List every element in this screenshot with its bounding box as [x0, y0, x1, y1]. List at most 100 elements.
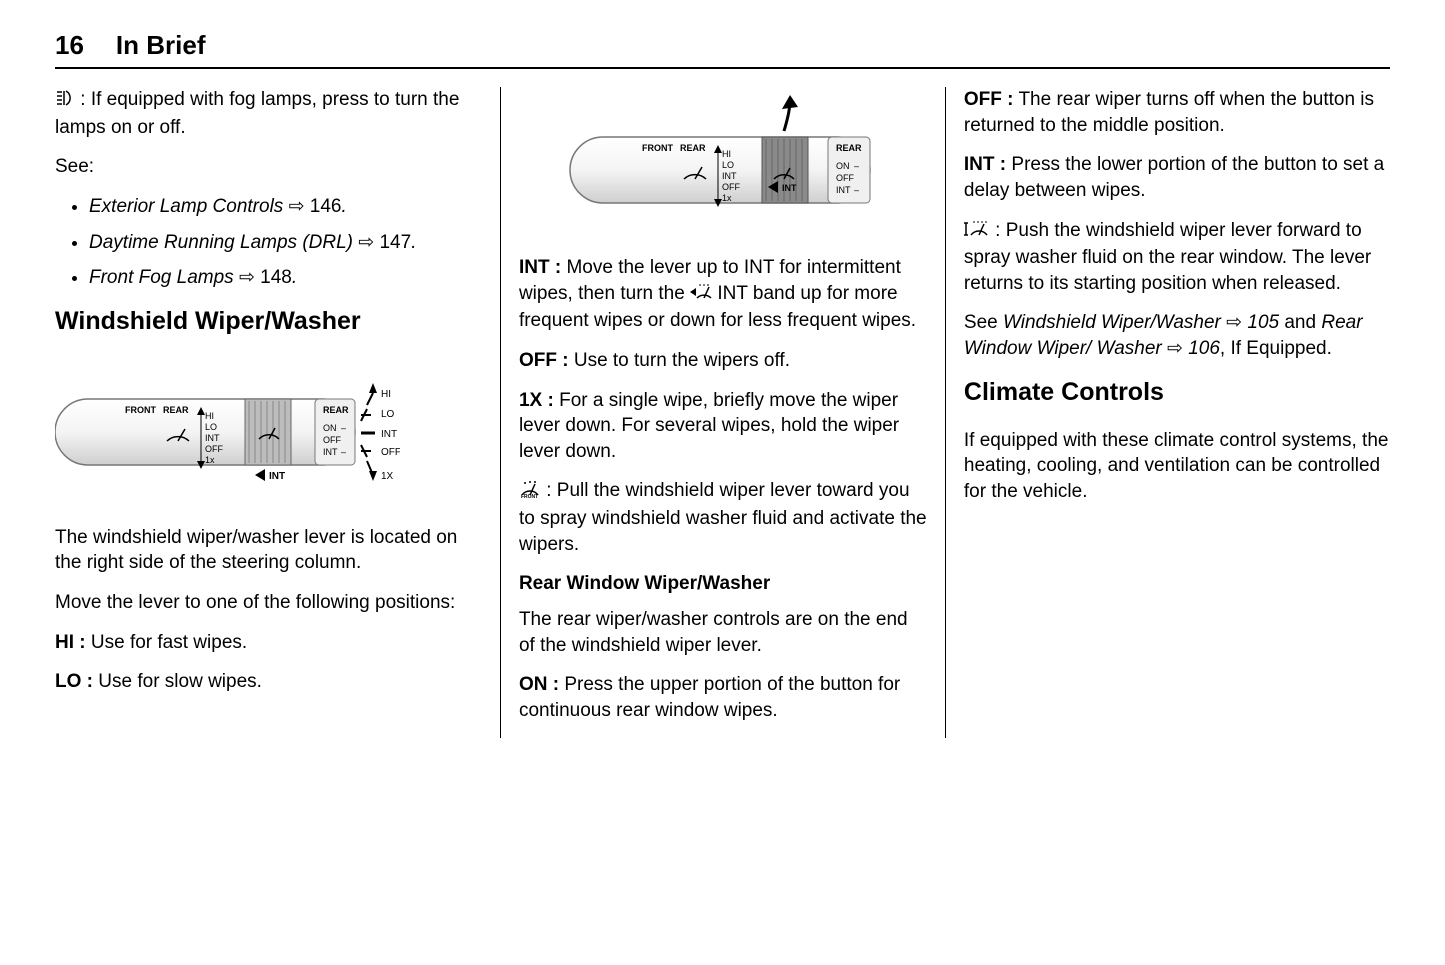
svg-text:INT: INT	[782, 183, 797, 193]
ref-arrow-icon: ⇨	[358, 230, 374, 256]
rear-washer-icon	[964, 220, 990, 246]
ref-title: Front Fog Lamps	[89, 267, 234, 288]
onex-text: For a single wipe, briefly move the wipe…	[519, 390, 899, 462]
svg-text:LO: LO	[381, 409, 395, 420]
off-text: Use to turn the wipers off.	[569, 350, 790, 371]
list-item: Daytime Running Lamps (DRL) ⇨ 147.	[89, 230, 482, 256]
rear-wiper-heading: Rear Window Wiper/Washer	[519, 571, 927, 597]
svg-text:–: –	[854, 185, 859, 195]
svg-text:REAR: REAR	[680, 143, 706, 153]
svg-text:OFF: OFF	[323, 435, 341, 445]
rear-on-definition: ON : Press the upper portion of the butt…	[519, 672, 927, 723]
see-tail: , If Equipped.	[1220, 338, 1332, 359]
ref-title: Windshield Wiper/Washer	[1003, 312, 1221, 333]
int-label: INT :	[964, 154, 1006, 175]
see-label: See:	[55, 154, 482, 180]
wiper-positions-intro: Move the lever to one of the following p…	[55, 590, 482, 616]
svg-text:OFF: OFF	[722, 182, 740, 192]
wiper-location-text: The windshield wiper/washer lever is loc…	[55, 525, 482, 576]
svg-text:INT: INT	[836, 185, 851, 195]
svg-text:REAR: REAR	[323, 405, 349, 415]
off-label: OFF :	[964, 89, 1014, 110]
section-title: In Brief	[116, 30, 206, 61]
ref-page: 148	[260, 267, 292, 288]
svg-text:FRONT: FRONT	[642, 143, 673, 153]
rear-washer-text: : Push the windshield wiper lever forwar…	[964, 220, 1371, 294]
list-item: Front Fog Lamps ⇨ 148.	[89, 265, 482, 291]
hi-definition: HI : Use for fast wipes.	[55, 630, 482, 656]
svg-text:–: –	[341, 423, 346, 433]
svg-text:OFF: OFF	[381, 447, 400, 458]
see-references: See Windshield Wiper/Washer ⇨ 105 and Re…	[964, 310, 1390, 361]
climate-controls-heading: Climate Controls	[964, 376, 1390, 410]
page-header: 16 In Brief	[55, 30, 1390, 69]
ref-arrow-icon: ⇨	[1226, 310, 1242, 336]
ref-arrow-icon: ⇨	[1167, 336, 1183, 362]
svg-text:INT: INT	[323, 447, 338, 457]
front-washer-text: : Pull the windshield wiper lever toward…	[519, 480, 927, 554]
svg-text:ON: ON	[836, 161, 850, 171]
ref-page: 146	[310, 196, 342, 217]
hi-label: HI :	[55, 632, 86, 653]
fog-lamp-icon	[55, 89, 75, 115]
lo-text: Use for slow wipes.	[93, 671, 262, 692]
ref-title: Daytime Running Lamps (DRL)	[89, 232, 353, 253]
page-number: 16	[55, 30, 84, 61]
front-washer-icon: FRONT	[519, 480, 541, 506]
wiper-lever-figure-1: FRONT REAR HI LO INT OFF 1x	[55, 357, 400, 507]
lo-definition: LO : Use for slow wipes.	[55, 669, 482, 695]
list-item: Exterior Lamp Controls ⇨ 146.	[89, 194, 482, 220]
column-2: FRONT REAR HI LO INT OFF 1x	[500, 87, 945, 738]
ref-arrow-icon: ⇨	[239, 265, 255, 291]
svg-text:ON: ON	[323, 423, 337, 433]
see-and: and	[1279, 312, 1321, 333]
ref-arrow-icon: ⇨	[289, 194, 305, 220]
svg-text:1x: 1x	[205, 455, 215, 465]
content-columns: : If equipped with fog lamps, press to t…	[55, 87, 1390, 738]
off-definition: OFF : Use to turn the wipers off.	[519, 348, 927, 374]
svg-text:–: –	[854, 161, 859, 171]
fog-lamp-text: : If equipped with fog lamps, press to t…	[55, 89, 459, 138]
svg-text:REAR: REAR	[836, 143, 862, 153]
int-definition: INT : Move the lever up to INT for inter…	[519, 255, 927, 334]
ref-page: 106	[1188, 338, 1220, 359]
off-text: The rear wiper turns off when the button…	[964, 89, 1374, 136]
on-text: Press the upper portion of the button fo…	[519, 674, 900, 721]
ref-page: 147	[379, 232, 411, 253]
svg-text:FRONT: FRONT	[125, 405, 156, 415]
svg-text:LO: LO	[722, 160, 734, 170]
onex-label: 1X :	[519, 390, 554, 411]
ref-page: 105	[1247, 312, 1279, 333]
svg-text:HI: HI	[722, 149, 731, 159]
rear-wiper-intro: The rear wiper/washer controls are on th…	[519, 607, 927, 658]
ref-title: Exterior Lamp Controls	[89, 196, 283, 217]
see-list: Exterior Lamp Controls ⇨ 146. Daytime Ru…	[55, 194, 482, 291]
rear-int-definition: INT : Press the lower portion of the but…	[964, 152, 1390, 203]
int-band-icon	[690, 283, 712, 309]
climate-controls-text: If equipped with these climate control s…	[964, 428, 1390, 505]
svg-text:INT: INT	[381, 429, 397, 440]
see-prefix: See	[964, 312, 1003, 333]
off-label: OFF :	[519, 350, 569, 371]
svg-text:1x: 1x	[722, 193, 732, 203]
hi-text: Use for fast wipes.	[86, 632, 248, 653]
svg-text:INT: INT	[269, 471, 285, 482]
wiper-lever-figure-2: FRONT REAR HI LO INT OFF 1x	[550, 87, 895, 237]
svg-text:1X: 1X	[381, 471, 394, 482]
int-label: INT :	[519, 257, 561, 278]
svg-text:OFF: OFF	[836, 173, 854, 183]
svg-text:–: –	[341, 447, 346, 457]
svg-text:HI: HI	[381, 389, 391, 400]
rear-washer-definition: : Push the windshield wiper lever forwar…	[964, 218, 1390, 297]
column-3: OFF : The rear wiper turns off when the …	[945, 87, 1390, 738]
1x-definition: 1X : For a single wipe, briefly move the…	[519, 388, 927, 465]
lo-label: LO :	[55, 671, 93, 692]
svg-text:OFF: OFF	[205, 444, 223, 454]
wiper-washer-heading: Windshield Wiper/Washer	[55, 305, 482, 339]
svg-text:REAR: REAR	[163, 405, 189, 415]
rear-off-definition: OFF : The rear wiper turns off when the …	[964, 87, 1390, 138]
manual-page: 16 In Brief : If equipped with fog lamps…	[0, 0, 1445, 768]
front-washer-definition: FRONT : Pull the windshield wiper lever …	[519, 478, 927, 557]
column-1: : If equipped with fog lamps, press to t…	[55, 87, 500, 738]
on-label: ON :	[519, 674, 559, 695]
